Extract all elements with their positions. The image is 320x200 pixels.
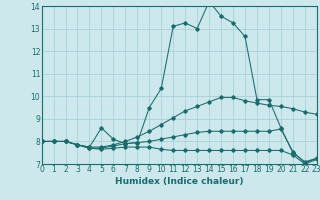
X-axis label: Humidex (Indice chaleur): Humidex (Indice chaleur) (115, 177, 244, 186)
